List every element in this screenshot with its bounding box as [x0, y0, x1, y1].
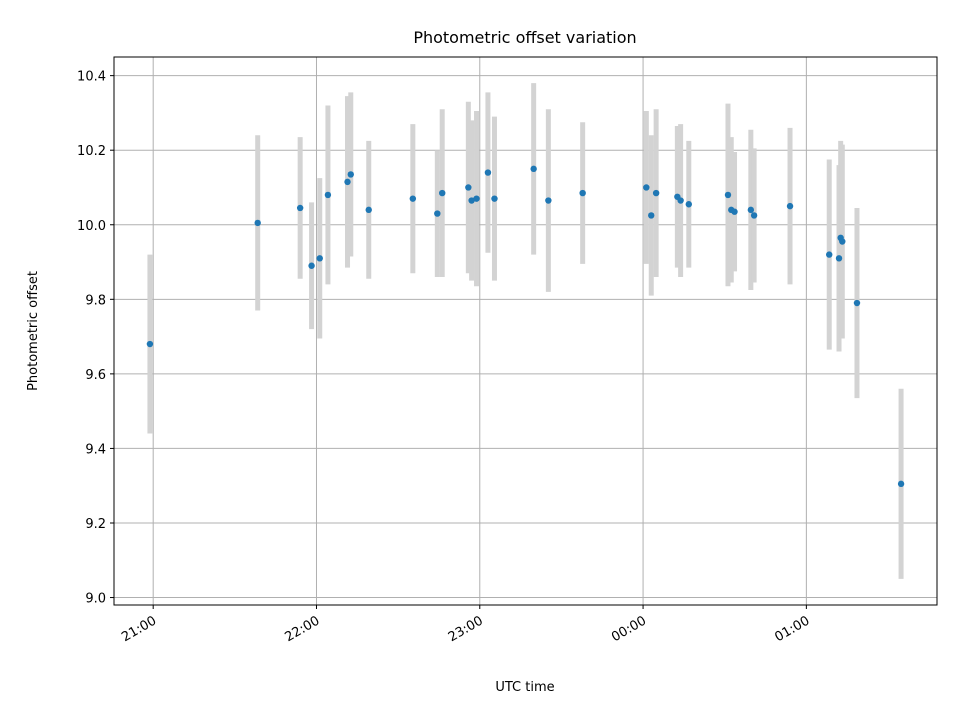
data-point	[530, 165, 537, 173]
data-point	[652, 189, 660, 197]
data-point	[853, 299, 861, 307]
data-point	[146, 340, 154, 348]
data-point	[731, 208, 738, 215]
data-point	[724, 191, 732, 199]
x-tick-label: 00:00	[609, 613, 649, 645]
y-axis-label: Photometric offset	[26, 271, 41, 391]
data-point	[484, 169, 492, 176]
chart-title: Photometric offset variation	[413, 28, 636, 47]
y-tick-label: 10.4	[77, 70, 106, 85]
data-point	[434, 210, 441, 217]
data-point	[347, 171, 354, 178]
data-point	[324, 191, 332, 199]
data-point	[316, 255, 323, 262]
point-layer	[146, 165, 905, 488]
data-point	[468, 197, 475, 204]
data-point	[491, 195, 498, 202]
plot-frame	[113, 56, 938, 606]
data-point	[750, 212, 758, 219]
data-point	[648, 212, 655, 219]
y-tick-label: 9.8	[85, 293, 106, 308]
data-point	[677, 197, 684, 204]
data-point	[685, 201, 692, 208]
data-point	[296, 204, 304, 212]
y-tick-label: 10.2	[77, 144, 106, 159]
data-point	[826, 251, 833, 258]
x-tick-label: 01:00	[772, 613, 812, 645]
data-point	[786, 202, 794, 210]
grid-layer	[114, 57, 937, 605]
data-point	[465, 184, 472, 191]
x-tick-label: 21:00	[119, 613, 159, 645]
data-point	[579, 189, 586, 197]
x-axis-label: UTC time	[495, 680, 554, 695]
y-tick-label: 9.0	[85, 592, 106, 607]
y-tick-label: 10.0	[77, 219, 106, 234]
data-point	[839, 238, 846, 245]
data-point	[254, 219, 261, 227]
x-tick-label: 23:00	[446, 613, 486, 645]
y-tick-label: 9.6	[85, 368, 106, 383]
data-point	[439, 189, 446, 197]
data-point	[747, 206, 755, 214]
data-point	[344, 178, 351, 186]
data-point	[365, 206, 372, 214]
data-point	[545, 197, 552, 204]
data-point	[473, 195, 480, 202]
data-point	[409, 195, 417, 202]
y-tick-label: 9.2	[85, 517, 106, 532]
data-point	[643, 184, 650, 191]
x-tick-label: 22:00	[283, 613, 323, 645]
data-point	[308, 262, 315, 269]
errorbar-layer	[147, 83, 904, 579]
data-point	[897, 480, 905, 488]
data-point	[835, 255, 843, 262]
y-tick-label: 9.4	[85, 442, 106, 457]
